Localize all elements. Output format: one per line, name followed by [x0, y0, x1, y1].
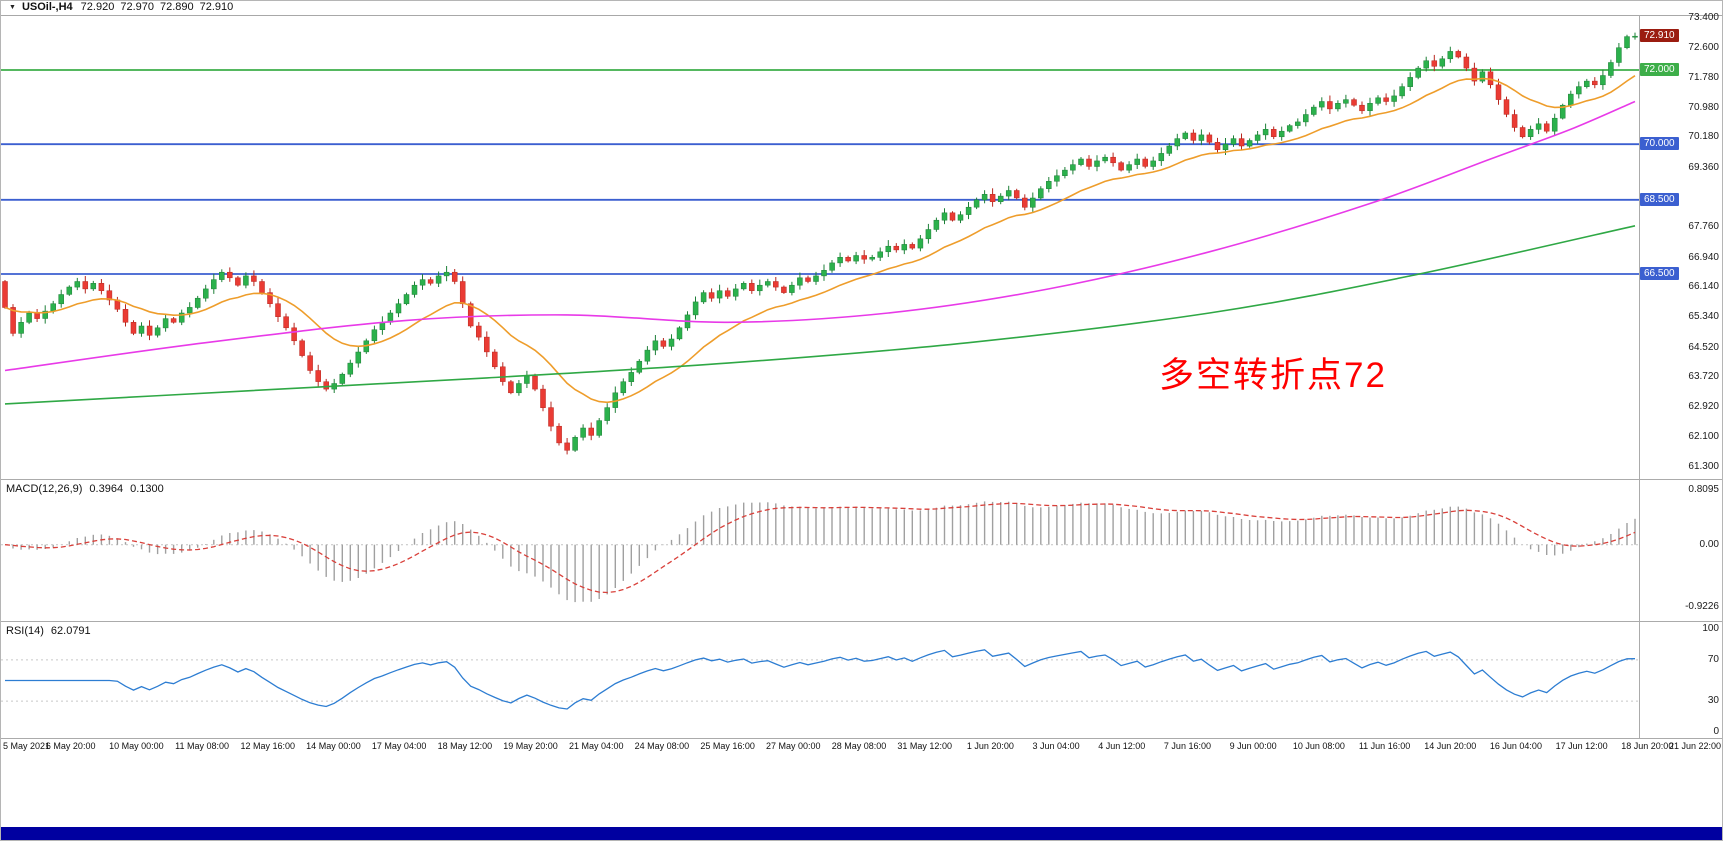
price-tick-label: 62.100 [1688, 431, 1719, 443]
price-tick-label: 65.340 [1688, 311, 1719, 323]
ma-slow-line [4, 225, 1636, 405]
quote-high: 72.970 [120, 1, 154, 13]
time-axis[interactable]: 5 May 2021 6 May 20:00 10 May 00:00 11 May … [1, 741, 1722, 755]
main-price-chart[interactable] [1, 15, 1639, 479]
price-tick-label: 71.780 [1688, 72, 1719, 84]
time-axis-label: 1 Jun 20:00 [966, 741, 1014, 751]
macd-signal-line [4, 502, 1636, 594]
price-tick-label: 61.300 [1688, 461, 1719, 472]
time-axis-label: 10 Jun 08:00 [1292, 741, 1345, 751]
time-axis-label: 17 May 04:00 [371, 741, 427, 751]
price-tick-label: 66.940 [1688, 251, 1719, 263]
time-axis-label: 27 May 00:00 [766, 741, 821, 751]
time-axis-label: 7 Jun 16:00 [1163, 741, 1211, 751]
ma-fast-line [4, 75, 1636, 404]
chart-menu-icon[interactable]: ▼ [9, 4, 16, 11]
price-tick-label: 69.360 [1688, 161, 1719, 173]
time-axis-label: 3 Jun 04:00 [1032, 741, 1080, 751]
rsi-scale-label: 100 [1702, 623, 1719, 634]
macd-histogram [12, 501, 1636, 603]
time-axis-label: 4 Jun 12:00 [1098, 741, 1146, 751]
price-tick-label: 70.180 [1688, 131, 1719, 143]
macd-scale-label: 0.00 [1699, 538, 1719, 550]
macd-scale-label: 0.8095 [1688, 484, 1719, 495]
rsi-scale-label: 0 [1713, 726, 1719, 737]
time-axis-label: 21 May 04:00 [568, 741, 624, 751]
time-axis-label: 18 May 12:00 [437, 741, 493, 751]
time-axis-label: 5 May 2021 [3, 741, 51, 751]
quote-open: 72.920 [80, 1, 115, 13]
macd-name: MACD(12,26,9) [6, 483, 83, 495]
price-tick-label: 67.760 [1688, 221, 1719, 233]
macd-indicator-label: MACD(12,26,9) 0.3964 0.1300 [6, 483, 171, 495]
panel-separator[interactable] [1, 479, 1722, 480]
time-axis-label: 28 May 08:00 [831, 741, 887, 751]
bottom-bar [1, 827, 1722, 840]
rsi-line [5, 649, 1636, 710]
macd-scale-label: -0.9226 [1685, 601, 1719, 612]
time-axis-label: 11 Jun 16:00 [1358, 741, 1411, 751]
time-axis-label: 18 Jun 20:00 [1621, 741, 1674, 751]
panel-separator [1, 738, 1722, 739]
rsi-name: RSI(14) [6, 625, 44, 637]
price-tick-label: 64.520 [1688, 341, 1719, 353]
macd-value-signal: 0.1300 [130, 483, 164, 495]
macd-value-main: 0.3964 [89, 483, 124, 495]
ma-mid-line [4, 100, 1636, 372]
price-tick-label: 63.720 [1688, 371, 1719, 383]
time-axis-label: 11 May 08:00 [175, 741, 229, 751]
rsi-value: 62.0791 [50, 625, 91, 637]
time-axis-label: 12 May 16:00 [240, 741, 296, 751]
time-axis-label: 19 May 20:00 [503, 741, 558, 751]
price-axis[interactable]: 73.400 72.600 71.780 70.980 70.180 69.360 67.7… [1640, 1, 1722, 761]
quote-low: 72.890 [159, 1, 194, 13]
rsi-indicator-label: RSI(14) 62.0791 [6, 625, 98, 637]
price-tick-label: 72.600 [1688, 41, 1719, 53]
chart-title-bar: ▼ USOil-,H4 72.920 72.970 72.890 72.910 [1, 1, 1722, 16]
time-axis-label: 9 Jun 00:00 [1229, 741, 1277, 751]
price-tick-label: 70.980 [1688, 101, 1719, 113]
rsi-scale-label: 30 [1707, 695, 1719, 707]
rsi-scale-label: 70 [1707, 653, 1719, 665]
price-badge: 72.910 [1640, 29, 1679, 43]
price-badge: 68.500 [1640, 192, 1679, 206]
price-badge: 66.500 [1640, 267, 1679, 281]
macd-panel[interactable] [1, 480, 1639, 621]
time-axis-label: 6 May 20:00 [45, 741, 96, 751]
price-tick-label: 73.400 [1688, 12, 1719, 23]
time-axis-label: 14 Jun 20:00 [1424, 741, 1477, 751]
time-axis-label: 31 May 12:00 [897, 741, 952, 751]
time-axis-label: 16 Jun 04:00 [1489, 741, 1542, 751]
rsi-panel[interactable] [1, 622, 1639, 738]
time-axis-label: 14 May 00:00 [306, 741, 361, 751]
time-axis-label: 25 May 16:00 [700, 741, 755, 751]
price-tick-label: 66.140 [1688, 281, 1719, 293]
price-badge: 70.000 [1640, 137, 1679, 151]
time-axis-label: 21 Jun 22:00 [1668, 741, 1721, 751]
quote-close: 72.910 [199, 1, 234, 13]
candlestick-series [2, 32, 1638, 455]
time-axis-label: 24 May 08:00 [634, 741, 690, 751]
panel-separator[interactable] [1, 621, 1722, 622]
time-axis-label: 17 Jun 12:00 [1555, 741, 1608, 751]
price-tick-label: 62.920 [1688, 400, 1719, 412]
symbol-period-label: USOil-,H4 [21, 1, 73, 13]
chart-annotation: 多空转折点72 [1159, 356, 1387, 395]
price-axis-line [1639, 15, 1640, 738]
price-badge: 72.000 [1640, 62, 1679, 76]
time-axis-label: 10 May 00:00 [109, 741, 164, 751]
